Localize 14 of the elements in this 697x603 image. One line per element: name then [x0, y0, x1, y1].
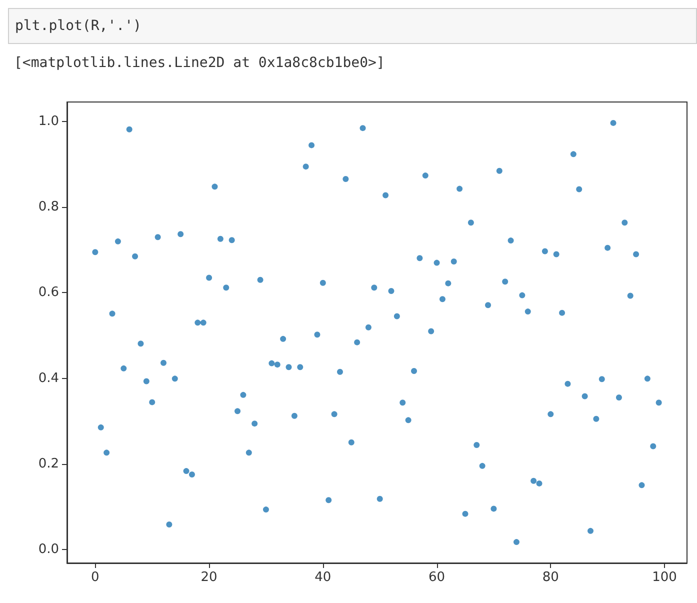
- y-tick-label: 0.2: [38, 456, 59, 472]
- text: [<matplotlib.lines.Line2D at 0x1a8c8cb1be0>]: [14, 54, 385, 73]
- y-tick-label: 0.6: [38, 285, 59, 300]
- x-tick-label: 20: [200, 570, 218, 585]
- x-tick-label: 60: [428, 570, 446, 585]
- text: plt.plot(R,'.'): [8, 8, 697, 44]
- x-tick-label: 80: [542, 570, 559, 585]
- x-tick-label: 100: [652, 570, 677, 585]
- x-tick-label: 0: [91, 570, 100, 585]
- y-tick-label: 0.4: [38, 370, 59, 386]
- y-tick-label: 1.0: [38, 114, 59, 130]
- y-tick-label: 0.8: [38, 200, 59, 215]
- y-tick-label: 0.0: [38, 542, 59, 557]
- x-tick-label: 40: [314, 570, 332, 585]
